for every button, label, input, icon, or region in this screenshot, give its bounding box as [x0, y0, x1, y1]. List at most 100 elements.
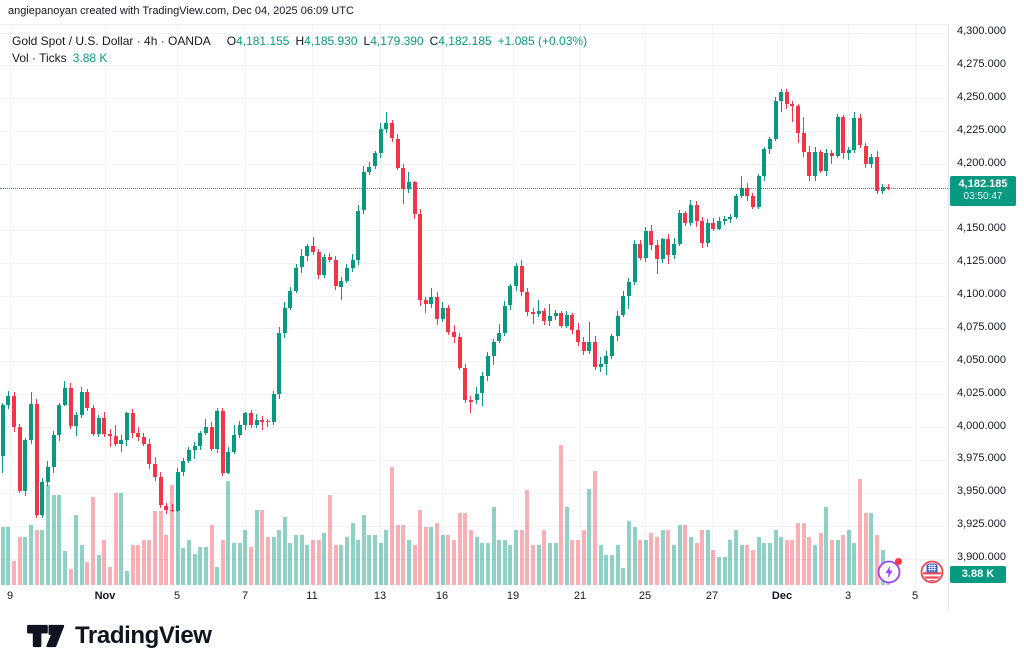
volume-bar: [288, 543, 293, 585]
price-axis-label[interactable]: 4,000.000: [957, 420, 1006, 432]
price-axis-label[interactable]: 4,050.000: [957, 354, 1006, 366]
time-axis-label[interactable]: 5: [911, 590, 919, 602]
volume-bar: [705, 530, 710, 585]
candle: [666, 239, 671, 256]
chart-legend[interactable]: Gold Spot / U.S. Dollar · 4h · OANDA O4,1…: [12, 33, 587, 66]
candle: [824, 153, 829, 172]
candle: [829, 153, 834, 157]
us-flag-icon: [920, 560, 944, 584]
price-axis-label[interactable]: 3,900.000: [957, 551, 1006, 563]
time-axis-label[interactable]: 13: [373, 590, 387, 602]
volume-bar: [305, 545, 310, 585]
time-axis-label[interactable]: 11: [306, 590, 318, 602]
price-axis-label[interactable]: 4,275.000: [957, 58, 1006, 70]
candle-layer: [0, 25, 948, 587]
volume-bar: [215, 567, 220, 585]
time-axis-label[interactable]: 16: [435, 590, 449, 602]
volume-bar: [531, 545, 535, 585]
high-value: 4,185.930: [304, 34, 358, 48]
time-axis-label[interactable]: 27: [705, 590, 719, 602]
candle: [17, 427, 22, 492]
time-axis-label[interactable]: 9: [6, 590, 14, 602]
candle: [350, 259, 355, 269]
candle: [215, 410, 220, 449]
candle: [796, 105, 800, 134]
chart-pane[interactable]: Gold Spot / U.S. Dollar · 4h · OANDA O4,1…: [0, 24, 948, 587]
time-axis-label[interactable]: 7: [241, 590, 249, 602]
time-axis-label[interactable]: 19: [506, 590, 520, 602]
candle-wick: [425, 297, 427, 314]
candle: [232, 434, 236, 452]
time-axis-label[interactable]: Dec: [771, 590, 793, 602]
candle: [508, 286, 513, 306]
volume-bar: [74, 515, 79, 585]
candle: [609, 335, 614, 356]
volume-bar: [745, 545, 750, 585]
price-axis-label[interactable]: 3,950.000: [957, 485, 1006, 497]
volume-bar: [722, 557, 727, 585]
price-axis-label[interactable]: 4,125.000: [957, 255, 1006, 267]
volume-bar: [23, 537, 28, 585]
candle: [361, 172, 366, 211]
price-axis-label[interactable]: 4,150.000: [957, 222, 1006, 234]
volume-bar: [186, 540, 191, 585]
volume-bar: [96, 555, 101, 585]
notification-dot: [895, 558, 902, 565]
events-lightning-icon[interactable]: [877, 558, 902, 584]
price-axis-label[interactable]: 4,225.000: [957, 124, 1006, 136]
price-axis-label[interactable]: 3,925.000: [957, 518, 1006, 530]
time-axis-label[interactable]: 25: [638, 590, 652, 602]
symbol-title[interactable]: Gold Spot / U.S. Dollar · 4h · OANDA: [12, 34, 211, 48]
candle: [271, 394, 276, 422]
time-axis[interactable]: 9 Nov 5 7 11 13 16 19 21 25 27 Dec 3 5: [0, 586, 948, 611]
price-axis-label[interactable]: 4,250.000: [957, 91, 1006, 103]
price-axis[interactable]: 4,182.185 03:50:47 3.88 K 4,300.000 4,275…: [948, 24, 1024, 610]
candle: [203, 427, 208, 433]
volume-layer: [0, 25, 948, 587]
price-axis-label[interactable]: 4,300.000: [957, 25, 1006, 37]
volume-bar: [158, 511, 163, 585]
volume-bar: [621, 567, 626, 585]
volume-bar: [282, 517, 287, 585]
candle: [745, 187, 750, 196]
volume-bar: [643, 540, 648, 585]
candle: [237, 425, 242, 435]
time-axis-label[interactable]: 5: [173, 590, 181, 602]
candle-wick: [848, 146, 850, 161]
candle: [480, 375, 485, 394]
candle: [356, 210, 361, 260]
h-gridline: [0, 361, 948, 362]
volume-bar: [175, 485, 180, 585]
last-price-value: 4,182.185: [958, 178, 1008, 190]
economic-calendar-flag-icon[interactable]: [920, 560, 944, 584]
candle: [12, 395, 17, 428]
tradingview-logo[interactable]: TradingView: [26, 619, 212, 653]
price-axis-label[interactable]: 4,075.000: [957, 321, 1006, 333]
time-axis-label[interactable]: 21: [573, 590, 587, 602]
volume-bar: [463, 513, 468, 585]
time-axis-label[interactable]: 3: [844, 590, 852, 602]
volume-bar: [299, 535, 304, 585]
candle: [593, 341, 597, 367]
price-axis-label[interactable]: 4,025.000: [957, 387, 1006, 399]
volume-bar: [260, 510, 265, 585]
price-axis-label[interactable]: 3,975.000: [957, 452, 1006, 464]
candle: [863, 145, 868, 164]
candle-wick: [267, 418, 269, 428]
tradingview-logo-mark: [27, 624, 65, 648]
volume-bar: [750, 550, 755, 585]
close-label: C: [429, 34, 439, 48]
time-axis-label[interactable]: Nov: [94, 590, 116, 602]
volume-bar: [756, 537, 761, 585]
h-gridline: [0, 296, 948, 297]
candle: [147, 444, 152, 464]
candle: [141, 436, 146, 445]
volume-bar: [237, 543, 242, 585]
volume-bar: [57, 495, 62, 585]
price-axis-label[interactable]: 4,200.000: [957, 157, 1006, 169]
price-axis-label[interactable]: 4,100.000: [957, 288, 1006, 300]
volume-label[interactable]: Vol · Ticks: [12, 51, 67, 65]
volume-bar: [688, 537, 693, 585]
candle: [683, 212, 688, 223]
volume-bar: [598, 545, 603, 585]
